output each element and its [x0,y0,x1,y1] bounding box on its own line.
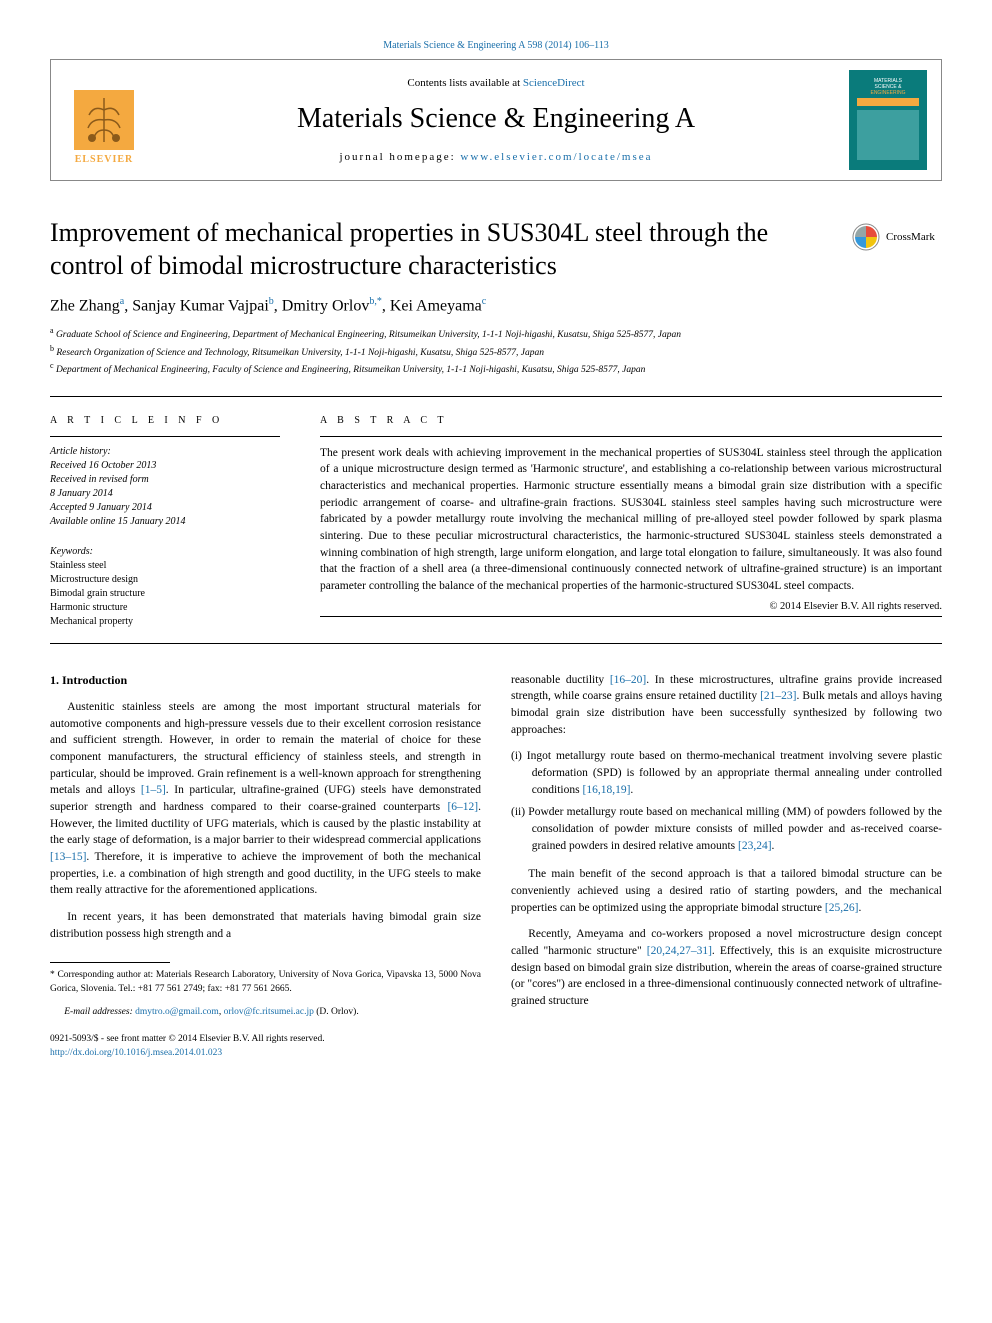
aff-link-c[interactable]: c [482,296,486,307]
keyword-1: Microstructure design [50,573,280,587]
history-2: 8 January 2014 [50,487,280,501]
history-label: Article history: [50,445,280,459]
aff-link-b-corr[interactable]: b,* [369,296,382,307]
article-title: Improvement of mechanical properties in … [50,217,832,282]
author-1: Sanjay Kumar Vajpai [132,297,269,314]
top-citation: Materials Science & Engineering A 598 (2… [50,40,942,51]
keyword-2: Bimodal grain structure [50,587,280,601]
authors: Zhe Zhanga, Sanjay Kumar Vajpaib, Dmitry… [50,296,942,315]
citation-link[interactable]: Materials Science & Engineering A 598 (2… [383,40,608,51]
keyword-4: Mechanical property [50,615,280,629]
email-1[interactable]: dmytro.o@gmail.com [135,1007,219,1017]
svg-text:ENGINEERING: ENGINEERING [870,90,905,96]
keywords: Keywords: Stainless steel Microstructure… [50,545,280,629]
rule-2 [50,643,942,644]
right-para-3: Recently, Ameyama and co-workers propose… [511,926,942,1009]
doi-link[interactable]: http://dx.doi.org/10.1016/j.msea.2014.01… [50,1048,222,1058]
meta-row: A R T I C L E I N F O Article history: R… [50,415,942,629]
author-3: Kei Ameyama [390,297,482,314]
left-para-0: Austenitic stainless steels are among th… [50,699,481,899]
article-history: Article history: Received 16 October 201… [50,445,280,529]
email-line: E-mail addresses: dmytro.o@gmail.com, or… [50,1006,481,1019]
right-para-2: The main benefit of the second approach … [511,866,942,916]
cover-thumbnail: MATERIALSSCIENCE &ENGINEERING [849,70,927,170]
keyword-0: Stainless steel [50,559,280,573]
history-4: Available online 15 January 2014 [50,515,280,529]
rule-abs [320,436,942,437]
elsevier-wordmark: ELSEVIER [75,154,134,165]
rule-info [50,436,280,437]
journal-header: ELSEVIER Contents lists available at Sci… [50,59,942,181]
abstract-copyright: © 2014 Elsevier B.V. All rights reserved… [320,601,942,612]
homepage-prefix: journal homepage: [339,151,460,163]
homepage-link[interactable]: www.elsevier.com/locate/msea [460,151,652,163]
right-column: reasonable ductility [16–20]. In these m… [511,672,942,1060]
article-info: A R T I C L E I N F O Article history: R… [50,415,280,629]
affiliations: a Graduate School of Science and Enginee… [50,325,942,377]
footnote-separator [50,962,170,963]
sciencedirect-link[interactable]: ScienceDirect [523,77,585,89]
elsevier-logo: ELSEVIER [65,75,143,165]
page: Materials Science & Engineering A 598 (2… [0,0,992,1100]
title-block: Improvement of mechanical properties in … [50,217,942,282]
history-3: Accepted 9 January 2014 [50,501,280,515]
affiliation-b: b Research Organization of Science and T… [50,343,942,360]
affiliation-a: a Graduate School of Science and Enginee… [50,325,942,342]
history-0: Received 16 October 2013 [50,459,280,473]
intro-heading: 1. Introduction [50,672,481,689]
journal-title: Materials Science & Engineering A [157,103,835,135]
rule-1 [50,396,942,397]
left-column: 1. Introduction Austenitic stainless ste… [50,672,481,1060]
crossmark-label: CrossMark [886,231,935,243]
email-2[interactable]: orlov@fc.ritsumei.ac.jp [224,1007,314,1017]
history-1: Received in revised form [50,473,280,487]
article-info-heading: A R T I C L E I N F O [50,415,280,426]
contents-line: Contents lists available at ScienceDirec… [157,77,835,89]
footnotes: * Corresponding author at: Materials Res… [50,969,481,1019]
abstract-text: The present work deals with achieving im… [320,445,942,595]
author-2: Dmitry Orlov [282,297,370,314]
affiliation-c: c Department of Mechanical Engineering, … [50,360,942,377]
left-para-1: In recent years, it has been demonstrate… [50,909,481,942]
homepage-line: journal homepage: www.elsevier.com/locat… [157,151,835,163]
keywords-label: Keywords: [50,545,280,559]
contents-prefix: Contents lists available at [407,77,522,89]
aff-link-b[interactable]: b [269,296,274,307]
list-item-0: (i) Ingot metallurgy route based on ther… [532,748,942,798]
keyword-3: Harmonic structure [50,601,280,615]
rule-abs-2 [320,616,942,617]
elsevier-tree-icon [74,90,134,150]
crossmark-badge[interactable]: CrossMark [852,217,942,257]
issn-line: 0921-5093/$ - see front matter © 2014 El… [50,1033,481,1046]
corresponding-author: * Corresponding author at: Materials Res… [50,969,481,996]
header-center: Contents lists available at ScienceDirec… [157,77,835,163]
list-item-1: (ii) Powder metallurgy route based on me… [532,804,942,854]
footer: 0921-5093/$ - see front matter © 2014 El… [50,1033,481,1060]
right-para-1: reasonable ductility [16–20]. In these m… [511,672,942,739]
crossmark-icon [852,223,880,251]
author-0: Zhe Zhang [50,297,120,314]
body-columns: 1. Introduction Austenitic stainless ste… [50,672,942,1060]
aff-link-a[interactable]: a [120,296,124,307]
abstract-heading: A B S T R A C T [320,415,942,426]
abstract: A B S T R A C T The present work deals w… [320,415,942,629]
approach-list: (i) Ingot metallurgy route based on ther… [511,748,942,854]
